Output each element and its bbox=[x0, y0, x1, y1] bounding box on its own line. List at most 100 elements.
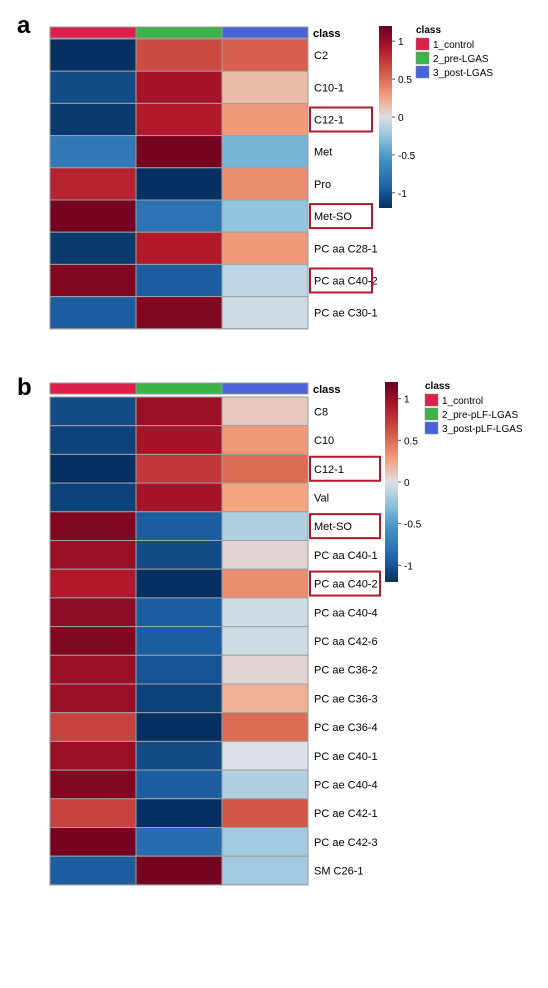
highlight-box-pc-aa-c40-2 bbox=[309, 570, 381, 597]
row-label-met-so: Met-SO bbox=[314, 521, 352, 533]
heatmap-cell bbox=[49, 263, 137, 298]
legend-label-2-pre-lgas: 2_pre-LGAS bbox=[433, 54, 489, 65]
heatmap-cell bbox=[135, 135, 223, 169]
heatmap-cell bbox=[49, 683, 137, 714]
panel-a-letter: a bbox=[17, 12, 31, 39]
colorbar-tick-label: 1 bbox=[404, 395, 410, 406]
heatmap-cell bbox=[221, 597, 309, 628]
heatmap-cell bbox=[221, 296, 309, 330]
colorbar-tick-label: -0.5 bbox=[404, 520, 422, 531]
colorbar-tick-label: 0 bbox=[398, 113, 404, 124]
row-label-c10-1: C10-1 bbox=[314, 82, 344, 94]
heatmap-cell bbox=[49, 740, 137, 771]
legend-label-2-pre-plf-lgas: 2_pre-pLF-LGAS bbox=[442, 410, 518, 421]
row-label-pro: Pro bbox=[314, 179, 331, 191]
heatmap-cell bbox=[221, 102, 309, 137]
heatmap-cell bbox=[49, 769, 137, 800]
row-label-pc-aa-c28-1: PC aa C28-1 bbox=[314, 243, 378, 255]
legend-swatch-1-control bbox=[424, 393, 439, 407]
heatmap-cell bbox=[135, 568, 223, 599]
heatmap-cell bbox=[221, 263, 309, 298]
heatmap-cell bbox=[49, 38, 137, 72]
heatmap-cell bbox=[135, 425, 223, 455]
heatmap-cell bbox=[49, 425, 137, 455]
heatmap-cell bbox=[49, 482, 137, 513]
heatmap-cell bbox=[221, 740, 309, 771]
legend-swatch-3-post-plf-lgas bbox=[424, 421, 439, 435]
row-label-pc-aa-c40-2: PC aa C40-2 bbox=[314, 276, 378, 288]
heatmap-cell bbox=[49, 231, 137, 265]
heatmap-cell bbox=[135, 740, 223, 771]
class-bar-3-post-plf-lgas bbox=[221, 382, 309, 395]
highlight-box-met-so bbox=[309, 203, 373, 230]
legend-title: class bbox=[425, 381, 450, 392]
heatmap-cell bbox=[49, 135, 137, 169]
heatmap-cell bbox=[221, 482, 309, 513]
heatmap-cell bbox=[221, 855, 309, 886]
heatmap-cell bbox=[49, 511, 137, 542]
heatmap-cell bbox=[135, 70, 223, 104]
highlight-box-pc-aa-c40-2 bbox=[309, 267, 373, 294]
heatmap-cell bbox=[221, 769, 309, 800]
heatmap-cell bbox=[49, 597, 137, 628]
colorbar-tick-label: 0.5 bbox=[404, 436, 418, 447]
class-bar-3-post-lgas bbox=[221, 26, 309, 39]
heatmap-cell bbox=[221, 167, 309, 201]
heatmap-cell bbox=[135, 597, 223, 628]
heatmap-cell bbox=[49, 199, 137, 233]
class-bar-2-pre-plf-lgas bbox=[135, 382, 223, 395]
heatmap-cell bbox=[135, 626, 223, 656]
heatmap-cell bbox=[49, 827, 137, 857]
heatmap-cell bbox=[135, 511, 223, 542]
heatmap-cell bbox=[135, 102, 223, 137]
heatmap-panel-a: class C2 C10-1 C12-1 Met Pro Met-SO PC aa C28-1… bbox=[49, 25, 493, 330]
row-label-met: Met bbox=[314, 147, 332, 159]
heatmap-cell bbox=[221, 540, 309, 570]
heatmap-cell bbox=[221, 396, 309, 427]
heatmap-panel-b: class C8 C10 C12-1 Val Met-SO PC aa C40-1 PC aa… bbox=[49, 381, 523, 886]
row-label-c8: C8 bbox=[314, 406, 328, 418]
row-label-c12-1: C12-1 bbox=[314, 464, 344, 476]
heatmap-cell bbox=[135, 798, 223, 828]
row-label-sm-c26-1: SM C26-1 bbox=[314, 866, 364, 878]
heatmap-cell bbox=[221, 135, 309, 169]
heatmap-cell bbox=[135, 683, 223, 714]
heatmap-cell bbox=[221, 568, 309, 599]
legend-swatch-3-post-lgas bbox=[415, 65, 430, 79]
heatmap-cell bbox=[49, 102, 137, 137]
heatmap-cell bbox=[135, 263, 223, 298]
legend-label-3-post-plf-lgas: 3_post-pLF-LGAS bbox=[442, 424, 523, 435]
heatmap-cell bbox=[49, 855, 137, 886]
heatmap-cell bbox=[221, 425, 309, 455]
legend-title: class bbox=[416, 25, 441, 36]
colorbar-tick-label: 0.5 bbox=[398, 75, 412, 86]
colorbar-tick-label: -0.5 bbox=[398, 151, 416, 162]
heatmap-border bbox=[49, 396, 309, 886]
heatmap-cell bbox=[49, 396, 137, 427]
heatmap-cell bbox=[221, 626, 309, 656]
heatmap-cell bbox=[221, 453, 309, 484]
heatmap-cell bbox=[49, 453, 137, 484]
heatmap-cell bbox=[221, 654, 309, 685]
colorbar-tick-label: -1 bbox=[398, 189, 407, 200]
highlight-box-c12-1 bbox=[309, 455, 381, 482]
heatmap-border bbox=[49, 38, 309, 330]
row-label-c12-1: C12-1 bbox=[314, 115, 344, 127]
class-bar-1-control bbox=[49, 382, 137, 395]
heatmap-cell bbox=[135, 654, 223, 685]
heatmap-cell bbox=[135, 769, 223, 800]
heatmap-cell bbox=[49, 296, 137, 330]
heatmap-cell bbox=[221, 231, 309, 265]
heatmap-cell bbox=[49, 798, 137, 828]
class-bar-1-control bbox=[49, 26, 137, 39]
colorbar-tick-label: 0 bbox=[404, 478, 410, 489]
highlight-box-met-so bbox=[309, 513, 381, 540]
heatmap-cell bbox=[135, 453, 223, 484]
row-label-c10: C10 bbox=[314, 435, 334, 447]
class-bar-label: class bbox=[313, 384, 341, 396]
heatmap-cell bbox=[135, 199, 223, 233]
heatmap-cell bbox=[135, 231, 223, 265]
highlight-box-c12-1 bbox=[309, 106, 373, 133]
row-label-pc-ae-c30-1: PC ae C30-1 bbox=[314, 308, 378, 320]
row-label-pc-ae-c36-2: PC ae C36-2 bbox=[314, 665, 378, 677]
